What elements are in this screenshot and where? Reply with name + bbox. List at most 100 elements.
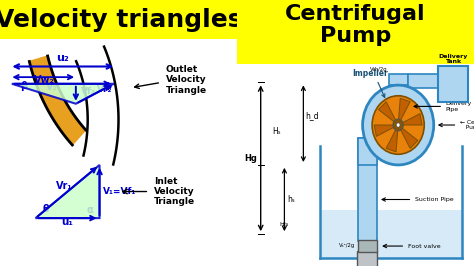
FancyBboxPatch shape <box>320 210 462 258</box>
Polygon shape <box>56 111 72 124</box>
Polygon shape <box>12 84 114 104</box>
Polygon shape <box>31 61 49 69</box>
Text: Foot valve: Foot valve <box>408 244 440 248</box>
Polygon shape <box>37 78 55 87</box>
Polygon shape <box>44 92 61 103</box>
Polygon shape <box>69 127 83 142</box>
Text: Vₛ²/2g: Vₛ²/2g <box>339 243 356 248</box>
FancyBboxPatch shape <box>358 138 377 241</box>
Polygon shape <box>38 81 56 90</box>
Polygon shape <box>53 107 69 120</box>
Polygon shape <box>58 114 74 128</box>
Polygon shape <box>46 96 63 108</box>
Polygon shape <box>64 120 78 135</box>
Polygon shape <box>65 122 80 137</box>
Polygon shape <box>52 106 68 118</box>
Text: Vr₁: Vr₁ <box>56 181 73 191</box>
Polygon shape <box>67 124 82 140</box>
Polygon shape <box>30 59 49 66</box>
Polygon shape <box>64 121 79 136</box>
Polygon shape <box>43 90 60 102</box>
Polygon shape <box>379 102 396 122</box>
FancyBboxPatch shape <box>0 39 237 266</box>
Polygon shape <box>39 84 57 94</box>
Polygon shape <box>50 103 67 115</box>
Polygon shape <box>54 108 70 122</box>
Polygon shape <box>42 88 59 98</box>
Polygon shape <box>65 123 80 138</box>
Polygon shape <box>68 126 83 142</box>
Polygon shape <box>32 64 50 72</box>
Polygon shape <box>35 72 53 80</box>
Text: Inlet
Velocity
Triangle: Inlet Velocity Triangle <box>154 177 195 206</box>
Polygon shape <box>48 99 64 111</box>
Text: Outlet
Velocity
Triangle: Outlet Velocity Triangle <box>166 65 207 95</box>
Polygon shape <box>63 119 78 134</box>
Text: hₛ: hₛ <box>287 195 294 204</box>
Text: hfs: hfs <box>280 222 289 227</box>
Polygon shape <box>57 113 73 126</box>
Circle shape <box>363 85 434 165</box>
Polygon shape <box>374 125 394 136</box>
Text: V₂: V₂ <box>46 82 58 93</box>
Text: θ: θ <box>43 204 49 214</box>
Polygon shape <box>42 89 59 99</box>
Polygon shape <box>31 63 50 71</box>
Text: u₂: u₂ <box>56 53 69 63</box>
Polygon shape <box>44 92 61 104</box>
Polygon shape <box>35 73 53 81</box>
FancyBboxPatch shape <box>389 74 408 85</box>
Polygon shape <box>60 116 75 130</box>
Polygon shape <box>40 85 57 95</box>
Polygon shape <box>35 74 53 82</box>
Polygon shape <box>71 128 85 144</box>
Polygon shape <box>62 119 77 133</box>
Polygon shape <box>48 100 65 112</box>
Text: h_d: h_d <box>306 111 319 120</box>
Circle shape <box>396 123 400 127</box>
Polygon shape <box>61 117 76 131</box>
Polygon shape <box>43 90 60 101</box>
Polygon shape <box>30 57 48 64</box>
Text: Suction Pipe: Suction Pipe <box>415 197 453 202</box>
Circle shape <box>393 119 403 131</box>
Polygon shape <box>40 86 58 96</box>
FancyBboxPatch shape <box>358 138 377 165</box>
Text: Delivery
Pipe: Delivery Pipe <box>446 101 472 112</box>
Polygon shape <box>47 97 64 109</box>
Text: Hₛ: Hₛ <box>272 127 281 136</box>
Polygon shape <box>50 102 66 114</box>
Polygon shape <box>68 125 82 140</box>
Polygon shape <box>41 87 58 97</box>
Polygon shape <box>55 110 71 123</box>
Polygon shape <box>34 70 52 79</box>
Polygon shape <box>52 105 68 117</box>
Circle shape <box>372 96 424 154</box>
Polygon shape <box>58 114 73 127</box>
Polygon shape <box>37 79 55 88</box>
Polygon shape <box>51 104 67 116</box>
Text: Φ: Φ <box>103 82 111 93</box>
Text: u₁: u₁ <box>62 217 73 227</box>
Polygon shape <box>31 62 50 70</box>
Text: V₁=Vf₁: V₁=Vf₁ <box>103 187 137 196</box>
Text: β: β <box>20 81 27 91</box>
Polygon shape <box>399 98 410 120</box>
Polygon shape <box>53 106 69 119</box>
Polygon shape <box>36 77 55 86</box>
Polygon shape <box>56 112 73 126</box>
FancyBboxPatch shape <box>0 0 237 39</box>
FancyBboxPatch shape <box>357 251 377 266</box>
Polygon shape <box>38 82 56 92</box>
Polygon shape <box>30 58 48 65</box>
Polygon shape <box>402 114 422 125</box>
FancyBboxPatch shape <box>438 66 467 102</box>
Text: Impeller: Impeller <box>352 69 388 78</box>
Polygon shape <box>72 129 86 145</box>
FancyBboxPatch shape <box>237 0 474 64</box>
Text: Vw₂: Vw₂ <box>34 75 54 85</box>
Text: Vr₂: Vr₂ <box>97 85 113 94</box>
Polygon shape <box>66 124 81 139</box>
Polygon shape <box>36 76 54 85</box>
Polygon shape <box>45 93 62 105</box>
